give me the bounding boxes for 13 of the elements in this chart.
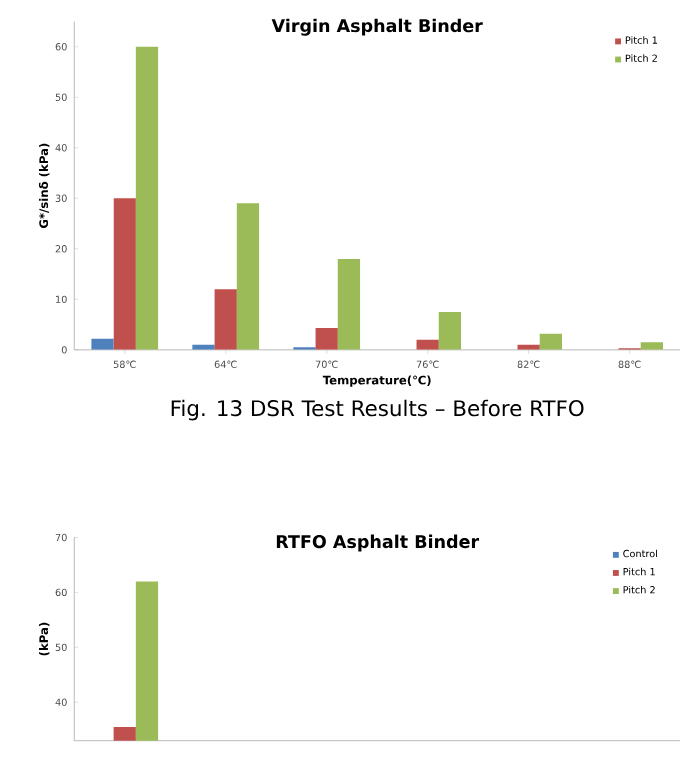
- chart-title: Virgin Asphalt Binder: [271, 18, 483, 36]
- bar: [236, 203, 260, 350]
- bar: [91, 338, 114, 350]
- bar: [113, 198, 137, 350]
- bar: [337, 258, 361, 350]
- bar: [315, 328, 338, 350]
- bar: [640, 342, 664, 350]
- chart-title: RTFO Asphalt Binder: [277, 534, 480, 552]
- bar: [438, 311, 462, 350]
- caption: Fig. 13 DSR Test Results – Before RTFO: [171, 399, 584, 421]
- bar: [135, 46, 159, 350]
- bar: [214, 289, 238, 350]
- bar: [539, 333, 563, 350]
